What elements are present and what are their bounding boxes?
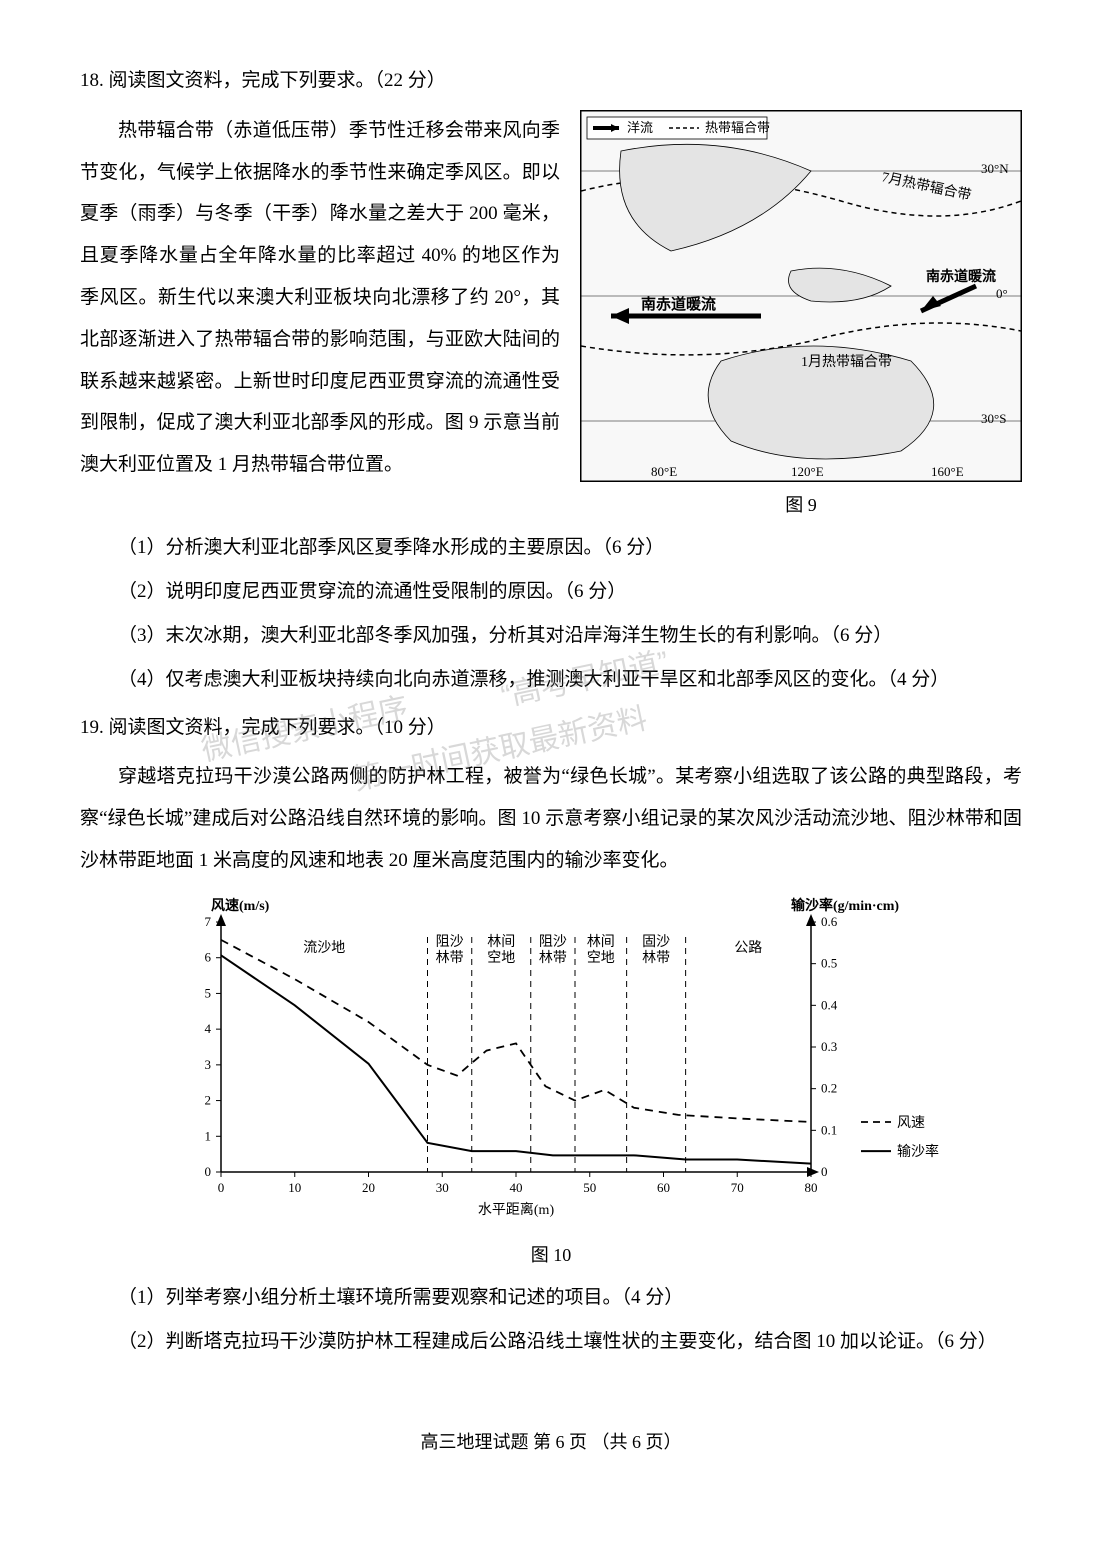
figure-9: 洋流 热带辐合带 7月热带辐合带 1月热带辐合带 南赤道暖流 南赤道暖流 80°…	[580, 110, 1022, 482]
svg-text:风速: 风速	[897, 1115, 925, 1131]
svg-text:0.1: 0.1	[821, 1122, 837, 1137]
svg-text:风速(m/s): 风速(m/s)	[211, 897, 270, 914]
svg-text:120°E: 120°E	[791, 464, 824, 479]
svg-text:10: 10	[288, 1180, 301, 1195]
svg-text:30°N: 30°N	[981, 161, 1009, 176]
figure-10-caption: 图 10	[161, 1236, 941, 1276]
q19-header: 19. 阅读图文资料，完成下列要求。（10 分）	[80, 707, 1022, 749]
svg-text:70: 70	[731, 1180, 744, 1195]
svg-text:阻沙: 阻沙	[539, 934, 567, 950]
svg-text:输沙率: 输沙率	[897, 1143, 939, 1160]
svg-text:0.2: 0.2	[821, 1080, 837, 1095]
svg-text:0.5: 0.5	[821, 955, 837, 970]
svg-text:1月热带辐合带: 1月热带辐合带	[801, 354, 892, 370]
svg-text:40: 40	[510, 1180, 523, 1195]
svg-text:0.6: 0.6	[821, 914, 838, 929]
svg-text:0.4: 0.4	[821, 997, 838, 1012]
svg-text:50: 50	[583, 1180, 596, 1195]
svg-text:4: 4	[205, 1021, 212, 1036]
svg-text:30°S: 30°S	[981, 411, 1006, 426]
svg-text:空地: 空地	[487, 950, 515, 966]
q18-header: 18. 阅读图文资料，完成下列要求。（22 分）	[80, 60, 1022, 102]
q18-sub-4: （4）仅考虑澳大利亚板块持续向北向赤道漂移，推测澳大利亚干旱区和北部季风区的变化…	[80, 659, 1022, 701]
svg-text:水平距离(m): 水平距离(m)	[478, 1201, 555, 1218]
svg-text:60: 60	[657, 1180, 670, 1195]
q18-paragraph: 热带辐合带（赤道低压带）季节性迁移会带来风向季节变化，气候学上依据降水的季节性来…	[80, 110, 560, 486]
figure-10: 0123456700.10.20.30.40.50.60102030405060…	[161, 892, 941, 1276]
svg-text:输沙率(g/min·cm): 输沙率(g/min·cm)	[791, 897, 899, 914]
svg-text:80°E: 80°E	[651, 464, 677, 479]
figure-9-svg: 洋流 热带辐合带 7月热带辐合带 1月热带辐合带 南赤道暖流 南赤道暖流 80°…	[581, 111, 1021, 481]
q19-sub-2: （2）判断塔克拉玛干沙漠防护林工程建成后公路沿线土壤性状的主要变化，结合图 10…	[80, 1321, 1022, 1363]
question-18: 18. 阅读图文资料，完成下列要求。（22 分） 热带辐合带（赤道低压带）季节性…	[80, 60, 1022, 701]
svg-text:林带: 林带	[436, 950, 464, 966]
svg-text:林带: 林带	[642, 950, 670, 966]
figure-9-caption: 图 9	[580, 486, 1022, 526]
svg-text:0.3: 0.3	[821, 1039, 837, 1054]
svg-text:南赤道暖流: 南赤道暖流	[641, 295, 716, 313]
svg-text:20: 20	[362, 1180, 375, 1195]
svg-text:80: 80	[805, 1180, 818, 1195]
svg-text:流沙地: 流沙地	[303, 940, 345, 956]
svg-text:3: 3	[205, 1057, 212, 1072]
svg-text:林间: 林间	[587, 934, 615, 950]
q18-sub-3: （3）末次冰期，澳大利亚北部冬季风加强，分析其对沿岸海洋生物生长的有利影响。（6…	[80, 615, 1022, 657]
svg-text:空地: 空地	[587, 950, 615, 966]
svg-text:2: 2	[205, 1092, 212, 1107]
q18-left-text: 热带辐合带（赤道低压带）季节性迁移会带来风向季节变化，气候学上依据降水的季节性来…	[80, 110, 560, 486]
svg-text:160°E: 160°E	[931, 464, 964, 479]
svg-text:0: 0	[205, 1164, 212, 1179]
svg-text:7: 7	[205, 914, 212, 929]
svg-text:30: 30	[436, 1180, 449, 1195]
q18-figure-column: 洋流 热带辐合带 7月热带辐合带 1月热带辐合带 南赤道暖流 南赤道暖流 80°…	[580, 110, 1022, 526]
q18-sub-1: （1）分析澳大利亚北部季风区夏季降水形成的主要原因。（6 分）	[80, 527, 1022, 569]
svg-text:阻沙: 阻沙	[436, 934, 464, 950]
svg-text:热带辐合带: 热带辐合带	[705, 120, 770, 135]
question-19: 19. 阅读图文资料，完成下列要求。（10 分） 穿越塔克拉玛干沙漠公路两侧的防…	[80, 707, 1022, 1363]
svg-text:6: 6	[205, 949, 212, 964]
q19-sub-1: （1）列举考察小组分析土壤环境所需要观察和记述的项目。（4 分）	[80, 1277, 1022, 1319]
svg-text:0: 0	[218, 1180, 225, 1195]
svg-text:南赤道暖流: 南赤道暖流	[926, 268, 996, 285]
figure-10-svg: 0123456700.10.20.30.40.50.60102030405060…	[161, 892, 941, 1232]
svg-text:洋流: 洋流	[627, 120, 653, 135]
svg-text:0°: 0°	[996, 286, 1008, 301]
q18-sub-2: （2）说明印度尼西亚贯穿流的流通性受限制的原因。（6 分）	[80, 571, 1022, 613]
q18-two-column: 热带辐合带（赤道低压带）季节性迁移会带来风向季节变化，气候学上依据降水的季节性来…	[80, 110, 1022, 526]
svg-text:1: 1	[205, 1128, 212, 1143]
q19-paragraph: 穿越塔克拉玛干沙漠公路两侧的防护林工程，被誉为“绿色长城”。某考察小组选取了该公…	[80, 756, 1022, 881]
svg-text:林带: 林带	[539, 950, 567, 966]
svg-text:0: 0	[821, 1164, 828, 1179]
svg-text:林间: 林间	[487, 934, 515, 950]
svg-text:公路: 公路	[734, 940, 762, 956]
svg-text:5: 5	[205, 985, 212, 1000]
page-footer: 高三地理试题 第 6 页 （共 6 页）	[80, 1423, 1022, 1463]
svg-text:固沙: 固沙	[642, 935, 670, 950]
